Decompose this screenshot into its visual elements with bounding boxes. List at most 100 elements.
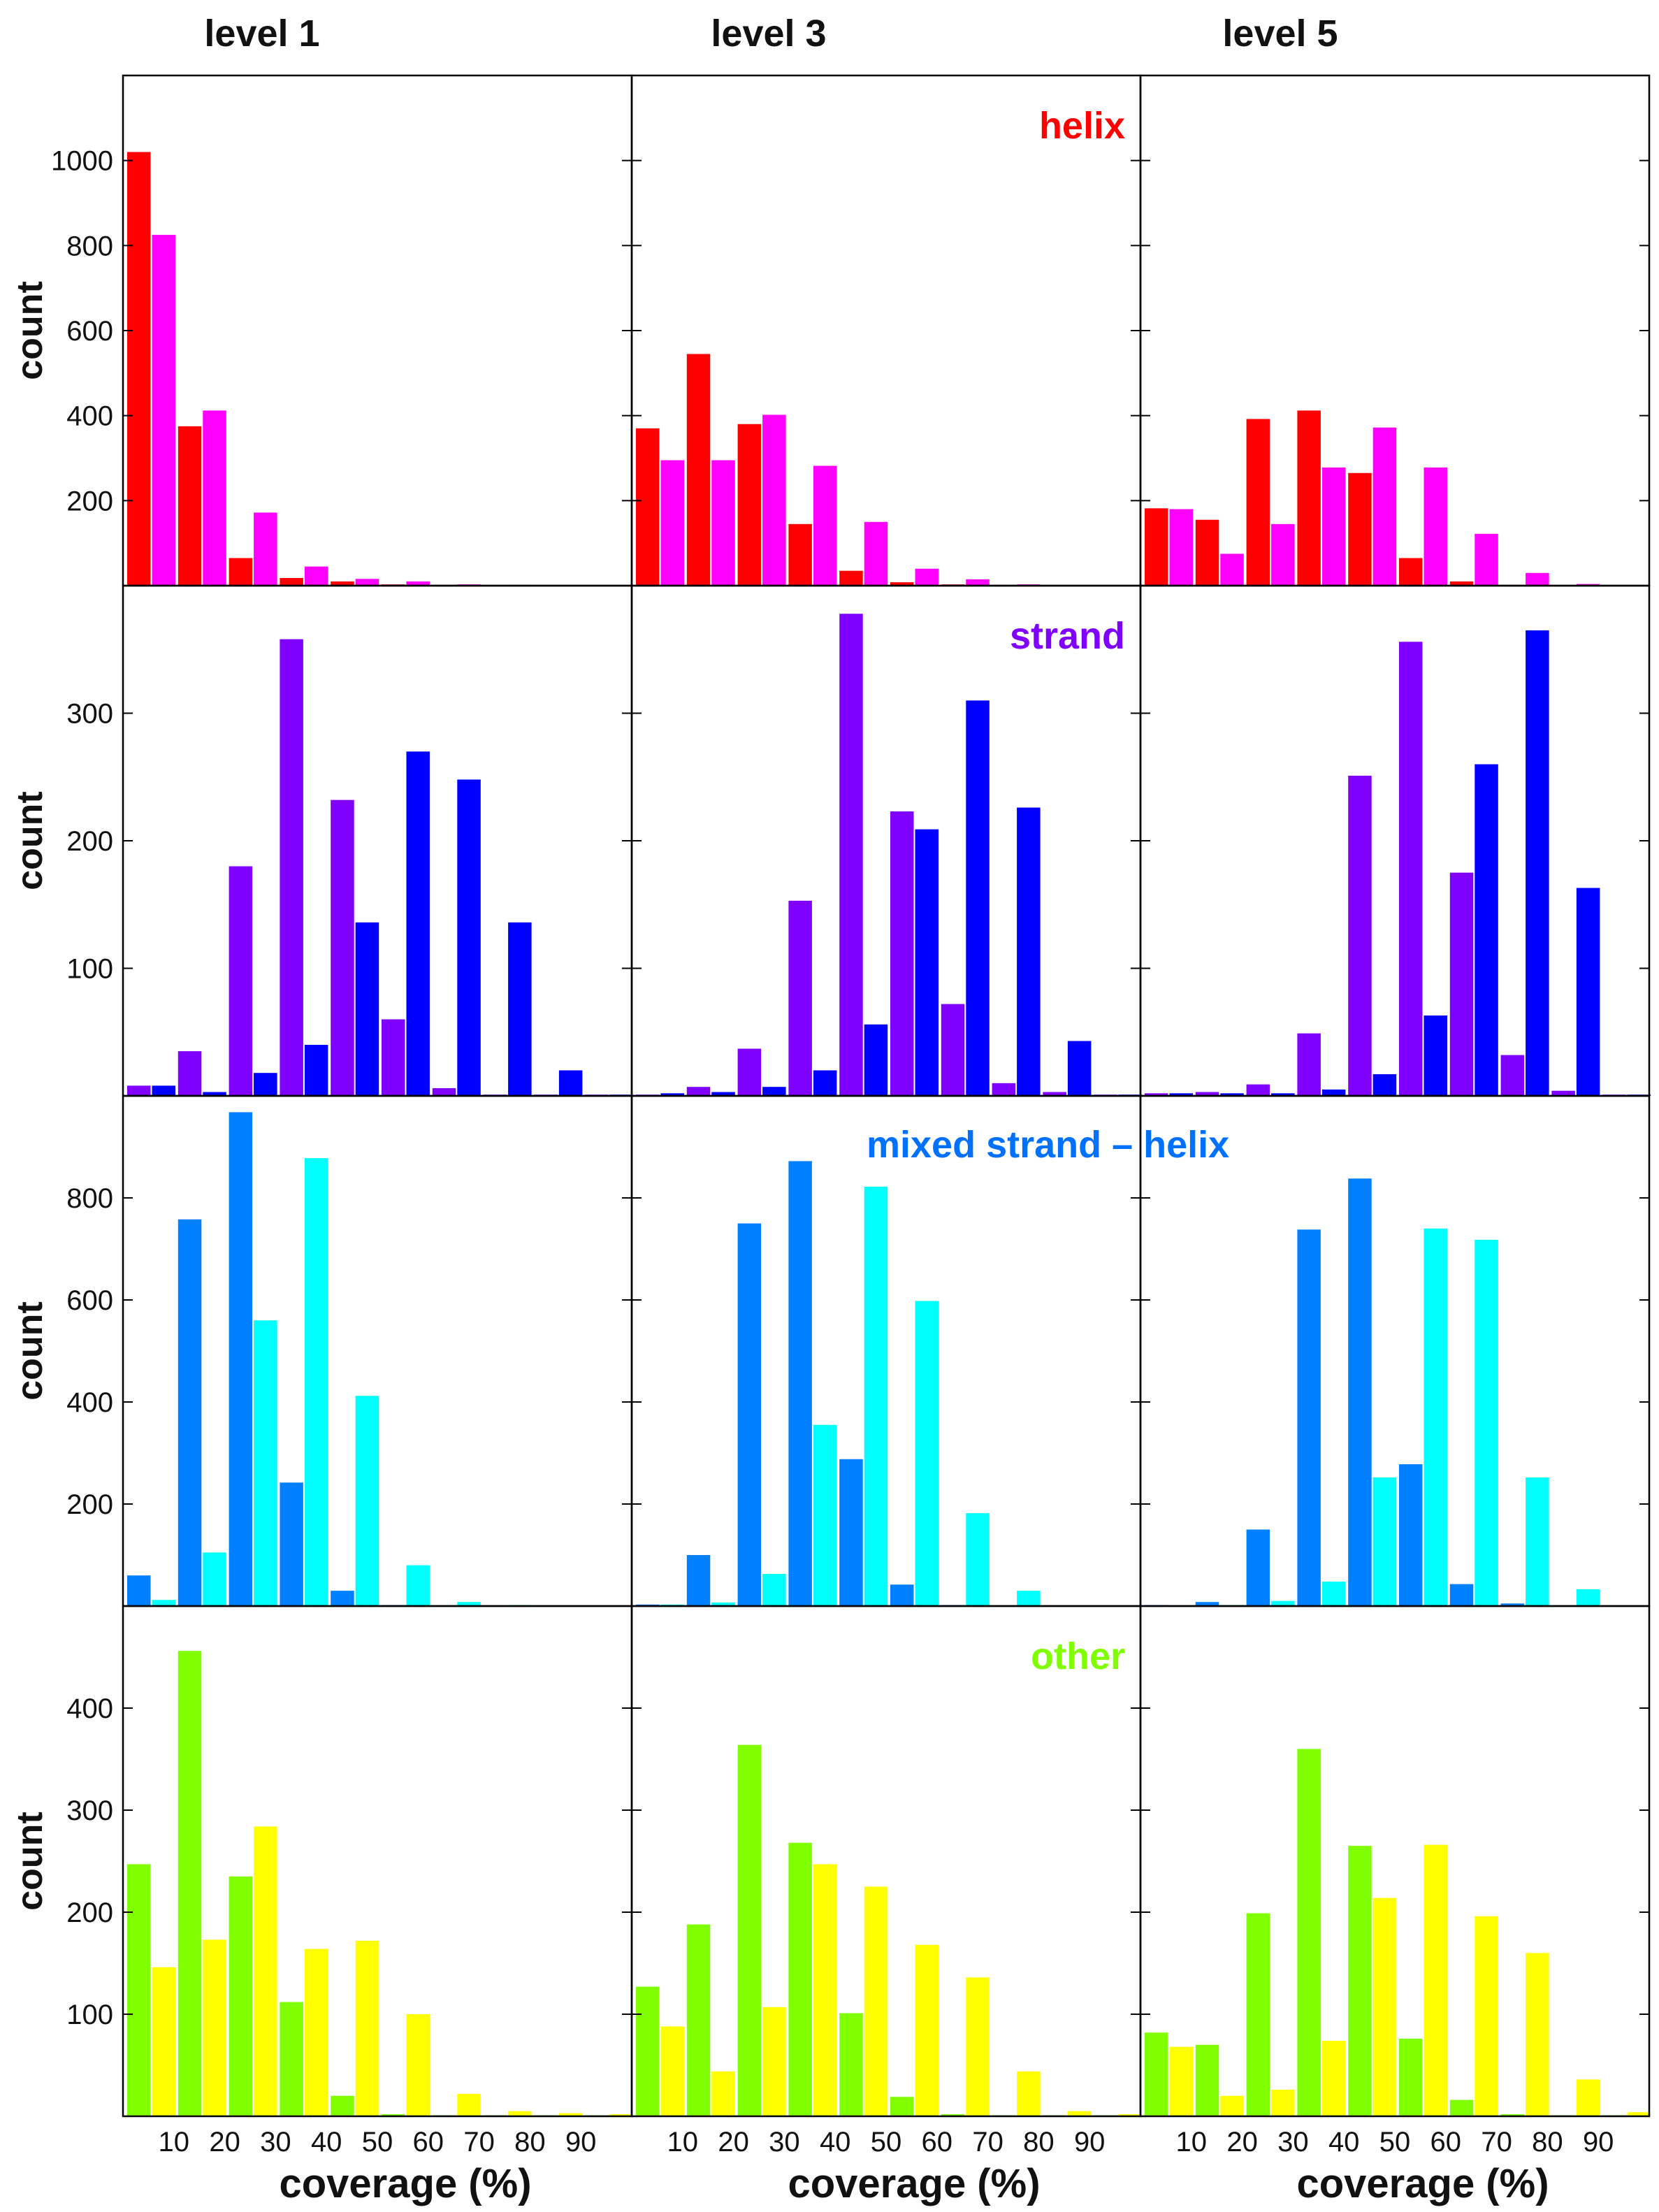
- bar: [382, 1019, 405, 1096]
- bar: [355, 922, 379, 1096]
- bar: [1297, 410, 1321, 586]
- bar: [254, 1073, 277, 1096]
- y-tick-label: 600: [66, 1285, 113, 1316]
- x-tick-label: 60: [922, 2127, 953, 2157]
- bar: [1627, 2112, 1651, 2116]
- x-tick-label: 40: [311, 2127, 342, 2157]
- bar: [966, 1513, 990, 1606]
- bar: [1195, 2044, 1219, 2116]
- bar: [1195, 519, 1219, 586]
- bar: [229, 1876, 253, 2116]
- bar: [127, 152, 151, 586]
- row-label: mixed strand – helix: [867, 1124, 1229, 1166]
- bar: [813, 465, 837, 586]
- bar: [1500, 2114, 1525, 2116]
- y-axis-label: count: [10, 791, 50, 890]
- bar: [1399, 558, 1423, 586]
- y-tick-label: 400: [66, 1693, 113, 1724]
- bar: [1195, 1602, 1219, 1606]
- bar: [1526, 1477, 1549, 1606]
- bar: [127, 1575, 151, 1606]
- bar: [1576, 1589, 1600, 1606]
- bar: [1169, 2046, 1193, 2116]
- bar: [203, 1939, 226, 2116]
- bar: [1449, 1584, 1474, 1606]
- bar: [1475, 533, 1498, 586]
- bar: [1551, 1090, 1575, 1096]
- bar: [890, 582, 914, 586]
- panel-frame: [630, 584, 1142, 1097]
- bar: [203, 410, 226, 586]
- bar: [331, 2095, 354, 2116]
- bar: [1449, 581, 1474, 586]
- bar: [1372, 427, 1397, 586]
- bar: [1423, 1844, 1447, 2116]
- bar: [864, 1024, 888, 1096]
- bar: [915, 1301, 939, 1606]
- bar: [1271, 1600, 1295, 1606]
- row-label: other: [1031, 1635, 1125, 1677]
- y-tick-label: 200: [66, 826, 113, 857]
- bar: [152, 1085, 175, 1096]
- bar: [839, 570, 863, 586]
- x-tick-label: 70: [463, 2127, 495, 2157]
- bar: [813, 1424, 837, 1606]
- bar: [711, 1092, 735, 1096]
- bar: [660, 1093, 684, 1096]
- y-tick-label: 400: [66, 401, 113, 432]
- bar: [864, 1886, 888, 2116]
- x-tick-label: 50: [871, 2127, 902, 2157]
- bar: [254, 512, 277, 586]
- bar: [915, 1944, 939, 2116]
- bar: [1246, 1529, 1270, 1606]
- x-tick-label: 80: [514, 2127, 546, 2157]
- bar: [737, 424, 762, 586]
- bar: [1449, 872, 1474, 1096]
- bar: [457, 1602, 481, 1606]
- bar: [1475, 764, 1498, 1096]
- x-tick-label: 50: [362, 2127, 393, 2157]
- bar: [762, 414, 786, 586]
- y-tick-label: 300: [66, 1795, 113, 1826]
- bar: [1246, 1084, 1270, 1096]
- x-tick-label: 90: [1074, 2127, 1106, 2157]
- bar: [890, 811, 914, 1096]
- bar: [660, 460, 684, 586]
- bar: [864, 521, 888, 586]
- bar: [1145, 508, 1168, 586]
- y-tick-label: 200: [66, 486, 113, 516]
- bar: [304, 1949, 328, 2116]
- bar: [355, 579, 379, 586]
- bar: [457, 2093, 481, 2116]
- y-tick-label: 800: [66, 1183, 113, 1214]
- y-tick-label: 600: [66, 316, 113, 347]
- x-tick-label: 10: [667, 2127, 699, 2157]
- y-tick-label: 100: [66, 2000, 113, 2030]
- bar: [127, 1085, 151, 1096]
- x-axis-label: coverage (%): [788, 2161, 1040, 2206]
- bar: [737, 1223, 762, 1606]
- bar: [1220, 554, 1244, 586]
- bar: [178, 1651, 202, 2116]
- bar: [737, 1744, 762, 2116]
- y-tick-label: 300: [66, 699, 113, 730]
- bar: [1475, 1916, 1498, 2116]
- x-tick-label: 80: [1023, 2127, 1055, 2157]
- y-axis-label: count: [10, 1812, 50, 1911]
- bar: [966, 700, 990, 1097]
- x-tick-label: 30: [260, 2127, 291, 2157]
- bar: [432, 1088, 456, 1096]
- bar: [941, 1004, 965, 1096]
- x-axis-label: coverage (%): [279, 2161, 531, 2206]
- x-tick-label: 40: [1328, 2127, 1360, 2157]
- x-tick-label: 70: [1481, 2127, 1512, 2157]
- bar: [1017, 807, 1041, 1096]
- bar: [609, 2114, 634, 2116]
- bar: [1500, 1055, 1525, 1096]
- bar: [229, 558, 253, 586]
- bar: [686, 1087, 711, 1096]
- bar: [1220, 1093, 1244, 1096]
- panel-frame: [1139, 1605, 1651, 2118]
- x-tick-label: 50: [1379, 2127, 1411, 2157]
